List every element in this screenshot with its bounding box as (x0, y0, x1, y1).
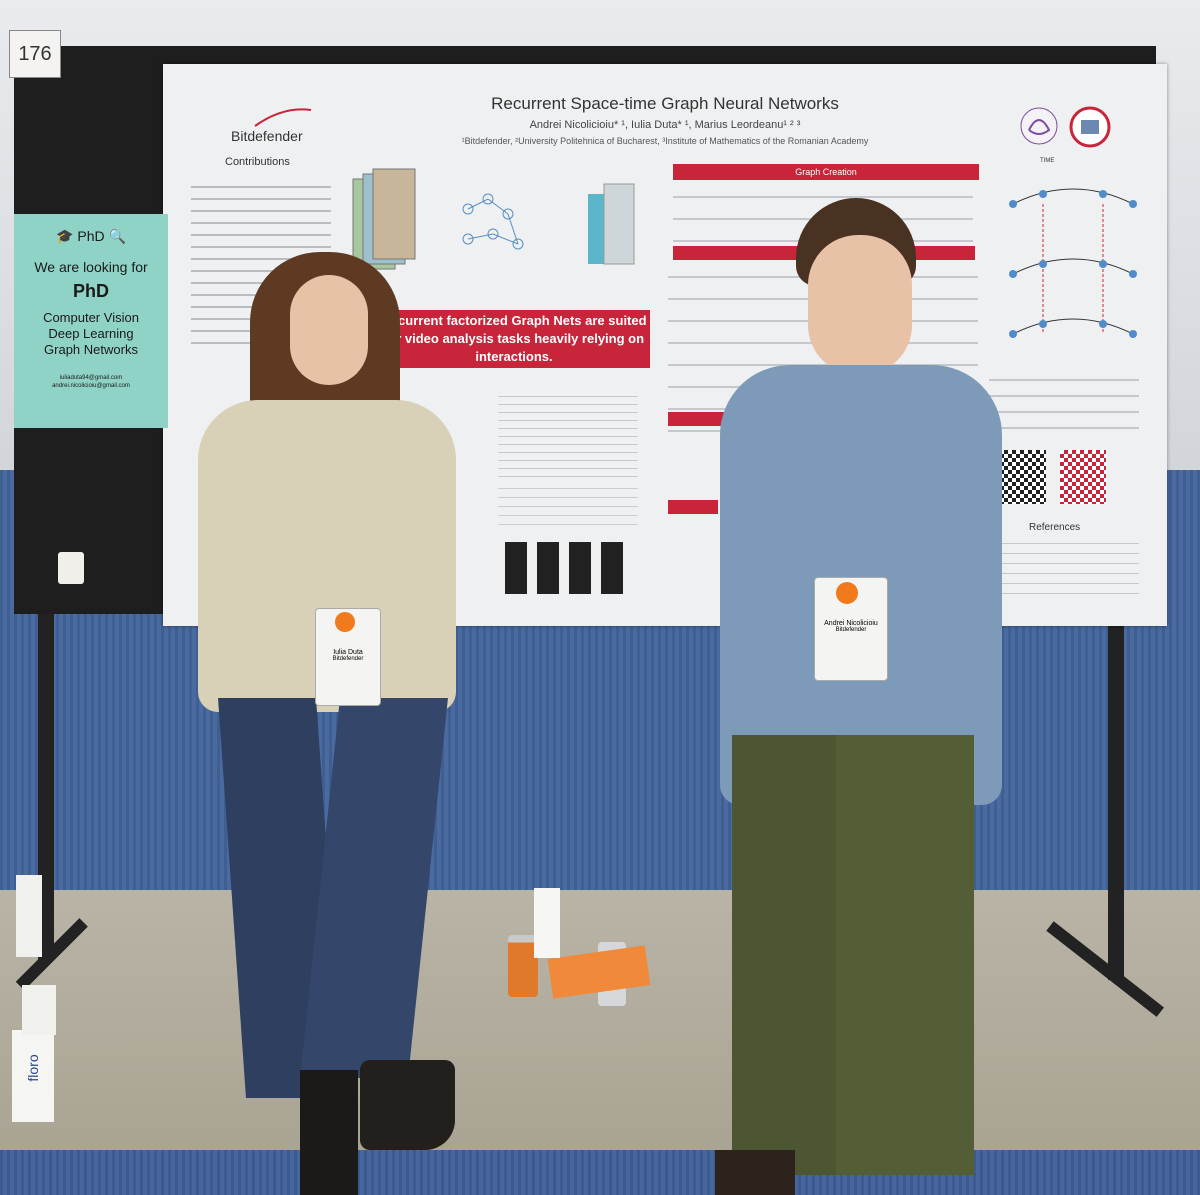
poster-authors: Andrei Nicolicioiu* ¹, Iulia Duta* ¹, Ma… (529, 119, 801, 131)
man-badge-name: Andrei Nicolicioiu (824, 620, 878, 627)
milk-carton-left-3 (16, 875, 42, 957)
man-face (808, 235, 912, 375)
poster-title: Recurrent Space-time Graph Neural Networ… (491, 94, 839, 113)
man-badge-org: Bitdefender (835, 627, 867, 633)
woman-badge-name: Iulia Duta (333, 649, 363, 656)
graduation-cap-icon: 🎓 (56, 228, 74, 244)
sign-line-4: Deep Learning (48, 326, 134, 341)
soda-can-orange (508, 935, 538, 997)
poster-highlight-banner: Recurrent factorized Graph Nets are suit… (378, 310, 650, 368)
results-section-bar (668, 500, 718, 514)
woman-badge-org: Bitdefender (332, 656, 364, 662)
sign-line-1: We are looking for (34, 259, 148, 275)
milk-carton-left: floro (12, 1030, 54, 1122)
woman-boot-right (360, 1060, 455, 1150)
booth-number-tag: 176 (9, 30, 61, 78)
space-time-graph-diagram (1009, 188, 1137, 338)
qr-code-red (1060, 450, 1106, 504)
man-trousers-left (732, 735, 836, 1175)
contributions-heading: Contributions (225, 156, 290, 168)
sign-hat-label: 🎓 PhD 🔍 (14, 228, 168, 245)
woman-face (290, 275, 368, 385)
references-list (989, 538, 1139, 598)
bitdefender-logo-icon (254, 108, 312, 127)
graph-creation-heading: Graph Creation (673, 164, 979, 180)
sign-email-2: andrei.nicolicioiu@gmail.com (52, 383, 130, 389)
board-leg-left (38, 600, 54, 960)
board-leg-right (1108, 600, 1124, 980)
man-badge-sticker (836, 582, 858, 604)
sign-phd-small: PhD (77, 228, 105, 244)
phd-recruitment-sign: 🎓 PhD 🔍 We are looking for PhD Computer … (14, 214, 168, 428)
syncmnist-sample-images (505, 542, 627, 594)
bitdefender-logo-text: Bitdefender (231, 128, 303, 144)
sign-line-3: Computer Vision (43, 310, 139, 325)
carton-label: floro (25, 1054, 41, 1082)
man-trousers-right (836, 735, 974, 1175)
sign-email-1: iuliaduta94@gmail.com (59, 375, 123, 381)
woman-boot-left (300, 1070, 358, 1195)
time-axis-label: TIME (1040, 158, 1055, 164)
references-heading: References (1029, 522, 1081, 533)
milk-carton-center (534, 888, 560, 958)
blue-carpet-foreground (0, 1150, 1200, 1195)
paper-cup (58, 552, 84, 584)
sign-line-5: Graph Networks (44, 342, 138, 357)
concrete-floor (0, 890, 1200, 1160)
qr-code-black (1000, 450, 1046, 504)
magnifier-icon: 🔍 (108, 228, 126, 244)
woman-badge-sticker (335, 612, 355, 632)
syncmnist-table (498, 392, 638, 502)
institute-logo-icon (1069, 106, 1111, 148)
man-shoe (715, 1150, 795, 1195)
milk-carton-left-2 (22, 985, 56, 1035)
time-section-bar (668, 412, 728, 426)
dataset-description (498, 484, 638, 529)
conclusions-text (989, 372, 1139, 440)
architecture-diagram (352, 168, 635, 270)
poster-affiliations: ¹Bitdefender, ²University Politehnica of… (461, 136, 869, 146)
sign-line-2: PhD (73, 281, 109, 301)
university-logo-icon (1020, 107, 1058, 145)
